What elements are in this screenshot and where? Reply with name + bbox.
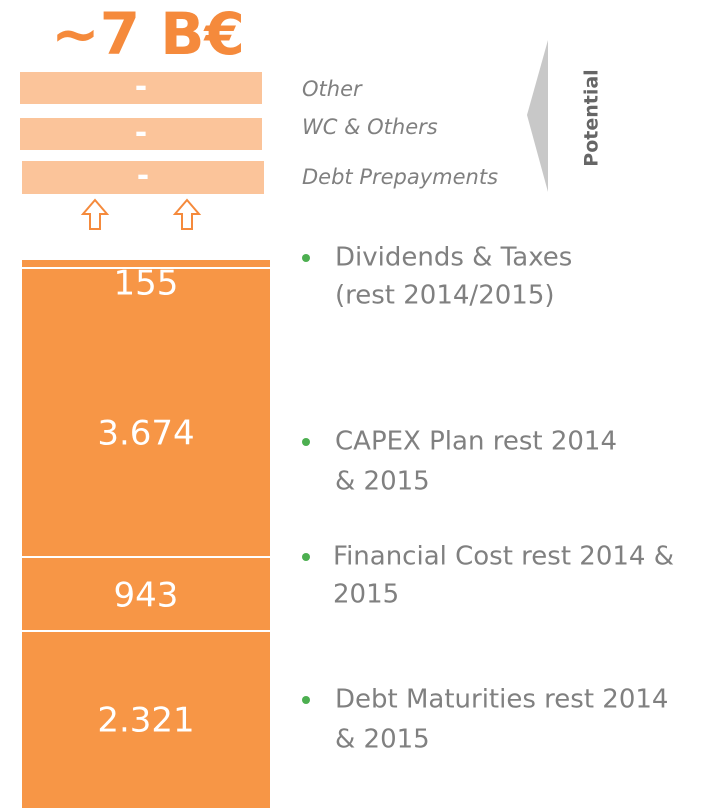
potential-label: Other [302, 77, 363, 101]
potential-label: Debt Prepayments [302, 165, 498, 189]
bullet-text: (rest 2014/2015) [335, 281, 555, 311]
dividers [22, 267, 270, 632]
bullet-text: Debt Maturities rest 2014 [335, 685, 668, 715]
bracket-arrow [527, 40, 548, 192]
potential-box [22, 161, 264, 194]
potential-value: - [135, 116, 147, 151]
segment-label: 3.674 [97, 414, 194, 454]
bullet-dots [302, 254, 310, 704]
potential-title: Potential [581, 69, 603, 166]
potential-value: - [137, 159, 149, 194]
segment-label: 2.321 [97, 701, 194, 741]
segment-label: 943 [114, 576, 179, 616]
bullet-text: & 2015 [335, 467, 430, 497]
up-arrows [80, 198, 202, 230]
potential-box [20, 72, 262, 104]
potential-box [20, 118, 262, 150]
potential-label: WC & Others [302, 115, 438, 139]
bullet-text: & 2015 [335, 725, 430, 755]
bullet-text: Financial Cost rest 2014 & [333, 542, 674, 572]
bullet-text: CAPEX Plan rest 2014 [335, 427, 617, 457]
bar [22, 260, 270, 808]
title: ~7 B€ [51, 0, 245, 68]
segment-label: 155 [114, 264, 179, 304]
potential-value: - [135, 70, 147, 105]
bullet-text: 2015 [333, 580, 399, 610]
bullet-text: Dividends & Taxes [335, 243, 572, 273]
